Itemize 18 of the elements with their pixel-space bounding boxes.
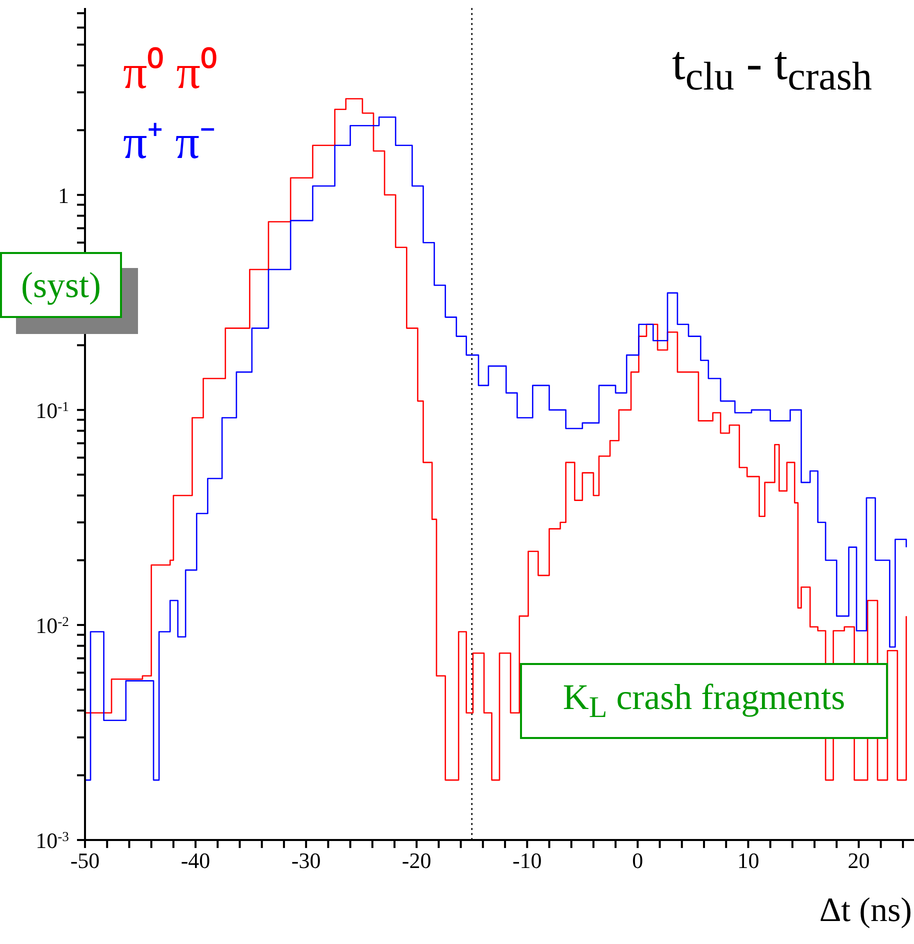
x-axis-title: Δt (ns) — [819, 892, 912, 930]
x-tick-label: -30 — [291, 848, 321, 873]
x-tick-label: 0 — [632, 848, 644, 873]
annotation: K$_{L}$ crash fragments — [562, 676, 846, 726]
x-tick-label: -50 — [70, 848, 100, 873]
series-label: π⁺ π⁻ — [123, 115, 216, 171]
x-tick-label: 10 — [737, 848, 760, 873]
x-tick-label: -40 — [180, 848, 210, 873]
y-tick-label: 1 — [58, 182, 69, 208]
y-tick-label: 10$^{-2}$ — [36, 612, 70, 638]
x-tick-label: 20 — [848, 848, 870, 873]
text: t$_{clu}$ - t$_{crash}$ — [672, 37, 872, 99]
annotation: (syst) — [21, 264, 101, 306]
text: π⁰ π⁰ — [123, 45, 218, 101]
y-tick-label: 10$^{-1}$ — [36, 398, 69, 423]
x-tick-label: -10 — [512, 848, 542, 873]
x-tick-label: -20 — [402, 848, 432, 873]
y-tick-label: 10$^{-3}$ — [36, 828, 70, 853]
